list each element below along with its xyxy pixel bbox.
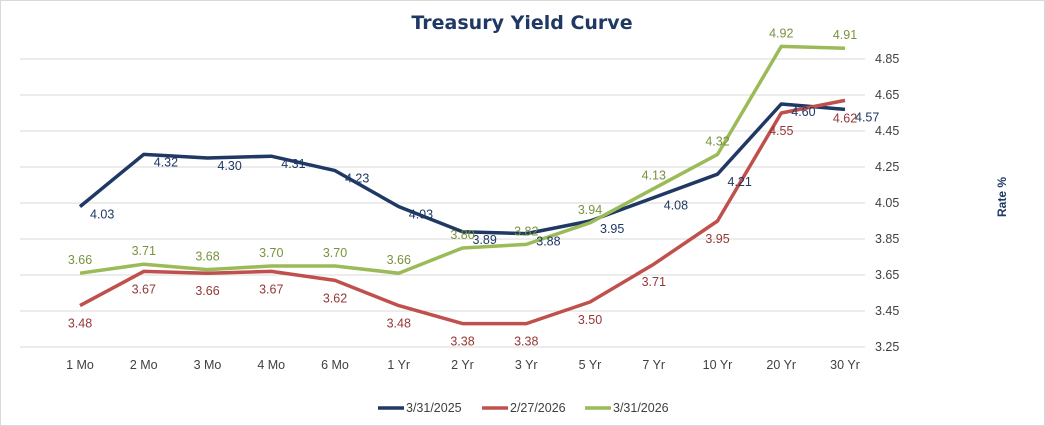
data-label: 4.08 [664,199,688,213]
x-tick-label: 3 Yr [515,358,538,372]
x-tick-label: 4 Mo [257,358,285,372]
data-label: 3.38 [514,335,538,349]
y-axis-label: Rate % [995,177,1009,217]
series-line-2-27-2026 [79,98,846,326]
data-label: 4.30 [218,159,242,173]
data-label: 4.31 [281,157,305,171]
y-tick-label: 3.45 [875,304,899,318]
x-tick-label: 10 Yr [703,358,733,372]
data-label: 4.03 [90,208,114,222]
legend-label: 3/31/2026 [613,401,669,415]
x-tick-label: 2 Yr [451,358,474,372]
y-tick-label: 3.65 [875,268,899,282]
x-tick-label: 3 Mo [194,358,222,372]
legend-label: 2/27/2026 [510,401,566,415]
data-label: 4.62 [833,111,857,125]
x-tick-label: 7 Yr [642,358,665,372]
data-label: 3.82 [514,224,538,238]
data-label: 3.38 [450,335,474,349]
data-label: 3.66 [195,284,219,298]
data-label: 3.70 [259,246,283,260]
data-label: 3.48 [68,317,92,331]
data-label: 3.71 [132,244,156,258]
data-label: 3.62 [323,291,347,305]
data-label: 3.50 [578,313,602,327]
data-label: 3.48 [387,317,411,331]
data-label: 4.03 [409,208,433,222]
data-label: 3.68 [195,250,219,264]
x-tick-label: 2 Mo [130,358,158,372]
data-label: 3.95 [705,232,729,246]
y-tick-label: 4.65 [875,88,899,102]
x-tick-label: 20 Yr [766,358,796,372]
x-tick-label: 6 Mo [321,358,349,372]
data-label: 4.23 [345,172,369,186]
data-label: 4.91 [833,28,857,42]
data-label: 3.94 [578,203,602,217]
y-tick-label: 3.25 [875,340,899,354]
x-tick-label: 30 Yr [830,358,860,372]
data-label: 3.95 [600,222,624,236]
y-tick-label: 4.25 [875,160,899,174]
data-label: 3.66 [68,253,92,267]
y-tick-label: 4.45 [875,124,899,138]
x-tick-label: 1 Yr [387,358,410,372]
data-label: 3.71 [642,275,666,289]
data-label: 4.21 [728,175,752,189]
data-label: 4.32 [154,155,178,169]
data-label: 4.55 [769,124,793,138]
data-label: 3.80 [450,228,474,242]
data-label: 3.67 [259,282,283,296]
series-line-3-31-2026 [79,44,846,275]
y-tick-label: 3.85 [875,232,899,246]
data-label: 4.60 [791,105,815,119]
data-label: 4.57 [855,110,879,124]
data-label: 3.89 [473,233,497,247]
y-tick-label: 4.05 [875,196,899,210]
x-tick-label: 1 Mo [66,358,94,372]
x-tick-label: 5 Yr [579,358,602,372]
data-label: 3.70 [323,246,347,260]
y-tick-label: 4.85 [875,52,899,66]
data-label: 3.67 [132,282,156,296]
data-label: 3.66 [387,253,411,267]
chart-title: Treasury Yield Curve [411,12,632,34]
data-label: 4.13 [642,169,666,183]
data-label: 3.88 [536,235,560,249]
legend-label: 3/31/2025 [406,401,462,415]
data-label: 4.92 [769,26,793,40]
data-label: 4.32 [705,134,729,148]
series-line-3-31-2025 [78,102,846,236]
